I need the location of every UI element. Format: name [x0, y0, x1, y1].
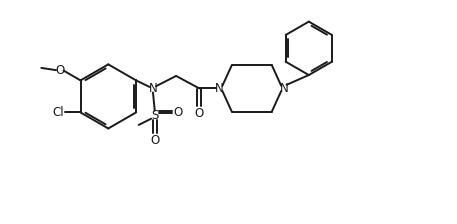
Text: O: O — [174, 106, 183, 118]
Text: S: S — [151, 109, 159, 122]
Text: N: N — [280, 82, 289, 95]
Text: O: O — [55, 64, 64, 77]
Text: N: N — [149, 82, 157, 95]
Text: O: O — [150, 134, 159, 147]
Text: N: N — [215, 82, 223, 95]
Text: O: O — [195, 107, 204, 120]
Text: Cl: Cl — [53, 106, 64, 119]
